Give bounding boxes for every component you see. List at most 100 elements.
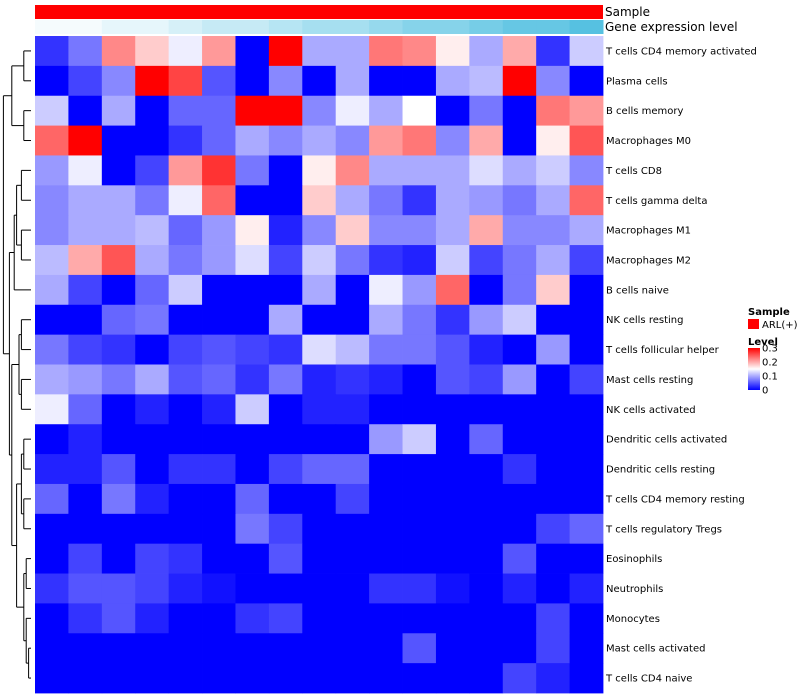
heatmap-cell bbox=[502, 483, 537, 515]
heatmap-cell bbox=[168, 424, 203, 455]
row-label: Neutrophils bbox=[606, 584, 663, 595]
heatmap-cell bbox=[101, 364, 136, 395]
heatmap-cell bbox=[101, 603, 136, 634]
heatmap-cell bbox=[268, 513, 303, 545]
heatmap-cell bbox=[202, 483, 236, 515]
heatmap-cell bbox=[101, 274, 136, 306]
heatmap-cell bbox=[369, 245, 403, 276]
heatmap-cell bbox=[168, 185, 203, 216]
heatmap-cell bbox=[302, 274, 337, 306]
heatmap-cell bbox=[369, 334, 403, 365]
row-label: Monocytes bbox=[606, 614, 660, 625]
heatmap-cell bbox=[369, 364, 403, 395]
heatmap-cell bbox=[68, 483, 103, 515]
legend-level-ticks: 0.3 0.2 0.1 0 bbox=[762, 344, 778, 397]
heatmap-cell bbox=[536, 364, 570, 395]
heatmap-cell bbox=[68, 424, 103, 455]
heatmap-cell bbox=[369, 663, 403, 694]
annotation-label-gene-expression: Gene expression level bbox=[605, 20, 738, 34]
heatmap-cell bbox=[435, 95, 470, 126]
heatmap-cell bbox=[469, 573, 504, 604]
heatmap-cell bbox=[502, 424, 537, 455]
heatmap-cell bbox=[369, 394, 403, 425]
heatmap-cell bbox=[35, 155, 69, 186]
heatmap-cell bbox=[268, 334, 303, 365]
heatmap-cell bbox=[435, 245, 470, 276]
heatmap-cell bbox=[335, 125, 370, 156]
heatmap-cell bbox=[135, 304, 170, 336]
heatmap-cell bbox=[135, 125, 170, 156]
heatmap-cell bbox=[536, 304, 570, 336]
annotation-cell-gene-expression bbox=[268, 20, 303, 34]
heatmap-cell bbox=[235, 543, 270, 574]
row-label: Plasma cells bbox=[606, 76, 668, 87]
heatmap-cell bbox=[502, 125, 537, 156]
annotation-cell-gene-expression bbox=[68, 20, 103, 34]
heatmap-cell bbox=[502, 364, 537, 395]
heatmap-cell bbox=[435, 274, 470, 306]
heatmap-cell bbox=[101, 513, 136, 545]
heatmap-cell bbox=[335, 394, 370, 425]
heatmap-cell bbox=[569, 36, 604, 67]
heatmap-cell bbox=[202, 304, 236, 336]
annotation-cell-gene-expression bbox=[235, 20, 270, 34]
heatmap-cell bbox=[502, 215, 537, 246]
heatmap-cell bbox=[335, 483, 370, 515]
legend-level-tick: 0.3 bbox=[762, 344, 778, 355]
heatmap-cell bbox=[302, 334, 337, 365]
heatmap-cell bbox=[202, 245, 236, 276]
heatmap-cell bbox=[101, 95, 136, 126]
row-label: NK cells resting bbox=[606, 315, 683, 326]
heatmap-cell bbox=[235, 65, 270, 97]
heatmap-cell bbox=[402, 603, 437, 634]
heatmap-cell bbox=[536, 424, 570, 455]
heatmap-cell bbox=[402, 215, 437, 246]
heatmap-cell bbox=[135, 513, 170, 545]
heatmap-cell bbox=[569, 95, 604, 126]
heatmap-cell bbox=[369, 483, 403, 515]
heatmap-cell bbox=[268, 543, 303, 574]
annotation-cell-gene-expression bbox=[469, 20, 504, 34]
heatmap-cell bbox=[402, 125, 437, 156]
heatmap-cell bbox=[402, 95, 437, 126]
heatmap-cell bbox=[168, 543, 203, 574]
heatmap-cell bbox=[168, 245, 203, 276]
heatmap-cell bbox=[235, 95, 270, 126]
heatmap-cell bbox=[202, 65, 236, 97]
heatmap-cell bbox=[536, 125, 570, 156]
heatmap-cell bbox=[435, 394, 470, 425]
heatmap-cell bbox=[569, 65, 604, 97]
heatmap-cell bbox=[135, 274, 170, 306]
heatmap-cell bbox=[168, 334, 203, 365]
heatmap-cell bbox=[569, 364, 604, 395]
heatmap-cell bbox=[235, 274, 270, 306]
heatmap-cell bbox=[202, 36, 236, 67]
heatmap-cell bbox=[569, 245, 604, 276]
heatmap-cell bbox=[402, 424, 437, 455]
row-label: T cells gamma delta bbox=[605, 196, 707, 207]
heatmap-cell bbox=[135, 36, 170, 67]
heatmap-cell bbox=[135, 155, 170, 186]
heatmap-cell bbox=[268, 185, 303, 216]
heatmap-cell bbox=[402, 364, 437, 395]
row-label: B cells memory bbox=[606, 106, 683, 117]
heatmap-cell bbox=[202, 155, 236, 186]
legend-level-tick: 0.2 bbox=[762, 358, 778, 369]
heatmap-cell bbox=[402, 36, 437, 67]
heatmap-cell bbox=[235, 633, 270, 664]
heatmap-cell bbox=[469, 513, 504, 545]
heatmap-cell bbox=[168, 603, 203, 634]
heatmap-cell bbox=[502, 573, 537, 604]
heatmap-cell bbox=[402, 65, 437, 97]
heatmap-cell bbox=[369, 513, 403, 545]
heatmap-cell bbox=[135, 245, 170, 276]
heatmap-cell bbox=[402, 513, 437, 545]
heatmap-cell bbox=[369, 543, 403, 574]
heatmap-cell bbox=[402, 274, 437, 306]
heatmap-cell bbox=[35, 633, 69, 664]
heatmap-cell bbox=[202, 573, 236, 604]
heatmap-cell bbox=[202, 274, 236, 306]
heatmap-cell bbox=[502, 543, 537, 574]
annotation-cell-gene-expression bbox=[402, 20, 437, 34]
